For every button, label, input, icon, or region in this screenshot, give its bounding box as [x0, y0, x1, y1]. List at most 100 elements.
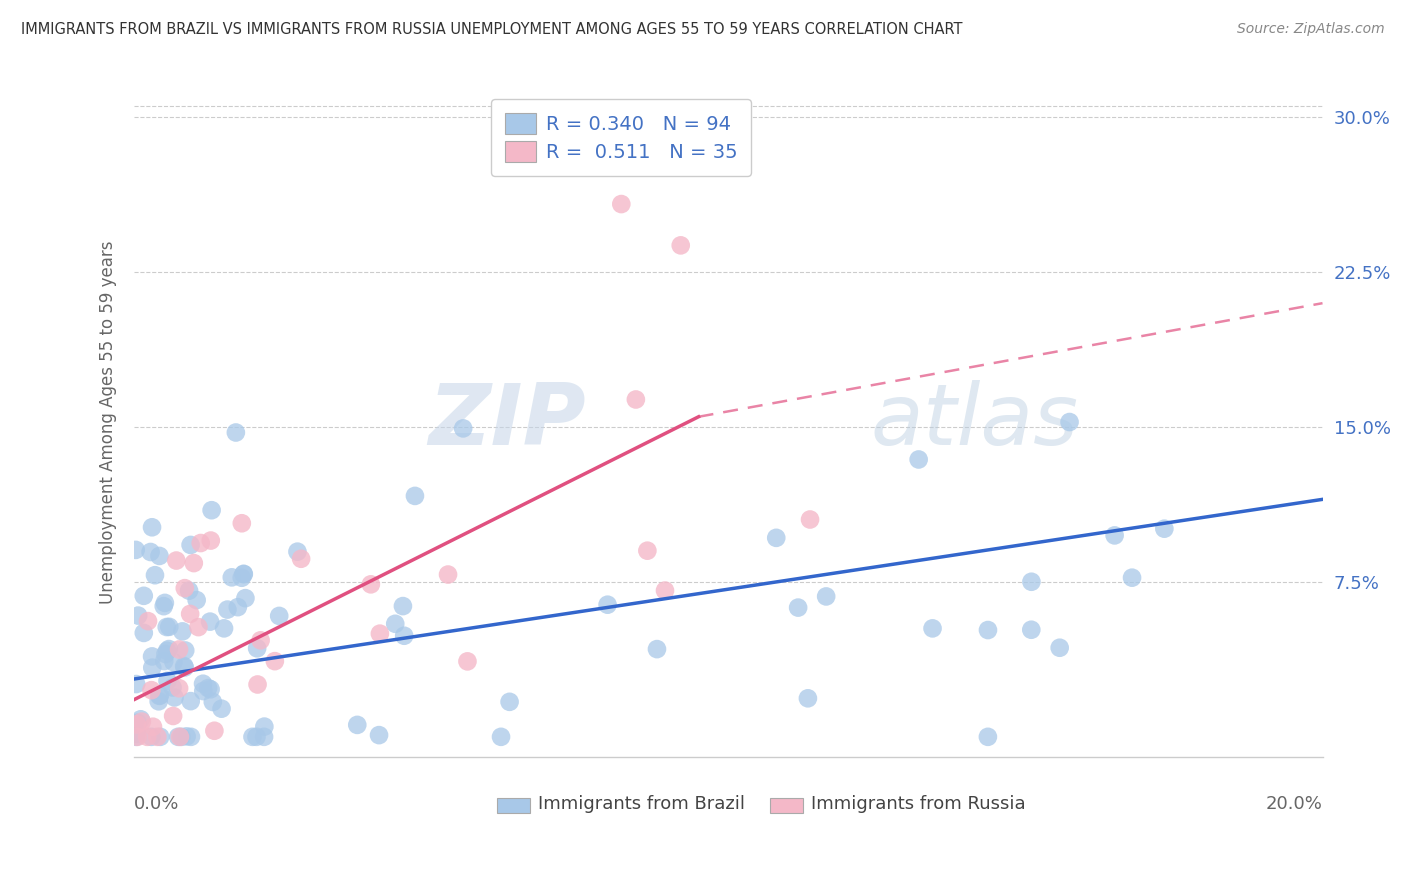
Text: Immigrants from Russia: Immigrants from Russia	[811, 796, 1026, 814]
Point	[263, 654, 285, 668]
Point	[610, 197, 633, 211]
Point	[141, 649, 163, 664]
Point	[183, 556, 205, 570]
Point	[162, 709, 184, 723]
Point	[231, 516, 253, 531]
Point	[127, 608, 149, 623]
Point	[177, 583, 200, 598]
Point	[489, 730, 512, 744]
Point	[170, 730, 193, 744]
Point	[1019, 623, 1042, 637]
Point	[232, 567, 254, 582]
Point	[127, 715, 149, 730]
Point	[221, 570, 243, 584]
Y-axis label: Unemployment Among Ages 55 to 59 years: Unemployment Among Ages 55 to 59 years	[100, 240, 117, 604]
Point	[162, 681, 184, 695]
Point	[231, 571, 253, 585]
Point	[173, 659, 195, 673]
Point	[498, 695, 520, 709]
Point	[180, 538, 202, 552]
Point	[815, 590, 838, 604]
Point	[384, 616, 406, 631]
Point	[211, 702, 233, 716]
Point	[141, 683, 163, 698]
Point	[1104, 528, 1126, 542]
Point	[180, 730, 202, 744]
Point	[799, 512, 821, 526]
Point	[290, 551, 312, 566]
Point	[624, 392, 647, 407]
Point	[977, 623, 1000, 637]
Point	[368, 728, 391, 742]
Point	[201, 695, 224, 709]
Point	[232, 566, 254, 581]
Point	[139, 545, 162, 559]
Text: Immigrants from Brazil: Immigrants from Brazil	[538, 796, 745, 814]
Point	[392, 629, 415, 643]
Point	[152, 599, 174, 614]
Point	[596, 598, 619, 612]
Point	[136, 614, 159, 628]
Point	[921, 621, 943, 635]
Point	[451, 421, 474, 435]
Point	[149, 730, 172, 744]
Point	[143, 568, 166, 582]
Point	[226, 600, 249, 615]
Point	[253, 730, 276, 744]
Point	[186, 593, 208, 607]
Point	[141, 730, 163, 744]
Point	[167, 730, 190, 744]
Point	[456, 654, 478, 668]
Point	[242, 730, 264, 744]
Point	[148, 694, 170, 708]
Point	[142, 720, 165, 734]
Point	[156, 644, 179, 658]
Point	[125, 717, 148, 731]
Point	[1049, 640, 1071, 655]
Point	[155, 647, 177, 661]
Point	[167, 642, 190, 657]
Point	[392, 599, 415, 613]
Point	[200, 682, 222, 697]
Point	[149, 689, 172, 703]
Point	[153, 654, 176, 668]
Text: 20.0%: 20.0%	[1265, 795, 1323, 813]
Point	[127, 730, 149, 744]
Point	[148, 689, 170, 703]
Point	[165, 553, 187, 567]
Point	[654, 583, 676, 598]
Point	[156, 673, 179, 688]
Point	[977, 730, 1000, 744]
Point	[1121, 571, 1143, 585]
FancyBboxPatch shape	[496, 797, 530, 813]
Point	[176, 730, 198, 744]
Point	[246, 677, 269, 691]
Point	[1153, 522, 1175, 536]
Point	[202, 723, 225, 738]
Point	[162, 655, 184, 669]
Point	[360, 577, 382, 591]
Point	[669, 238, 692, 252]
Point	[156, 620, 179, 634]
Point	[1021, 574, 1043, 589]
Point	[217, 602, 239, 616]
Point	[132, 589, 155, 603]
Point	[125, 730, 148, 744]
FancyBboxPatch shape	[770, 797, 803, 813]
Point	[246, 641, 269, 656]
Text: ZIP: ZIP	[427, 380, 586, 464]
Point	[645, 642, 668, 657]
Point	[346, 718, 368, 732]
Point	[132, 626, 155, 640]
Point	[212, 621, 235, 635]
Point	[253, 720, 276, 734]
Point	[787, 600, 810, 615]
Point	[125, 677, 148, 691]
Point	[174, 643, 197, 657]
Point	[193, 684, 215, 698]
Point	[173, 581, 195, 595]
Point	[179, 607, 201, 621]
Point	[907, 452, 929, 467]
Point	[141, 520, 163, 534]
Point	[197, 681, 219, 695]
